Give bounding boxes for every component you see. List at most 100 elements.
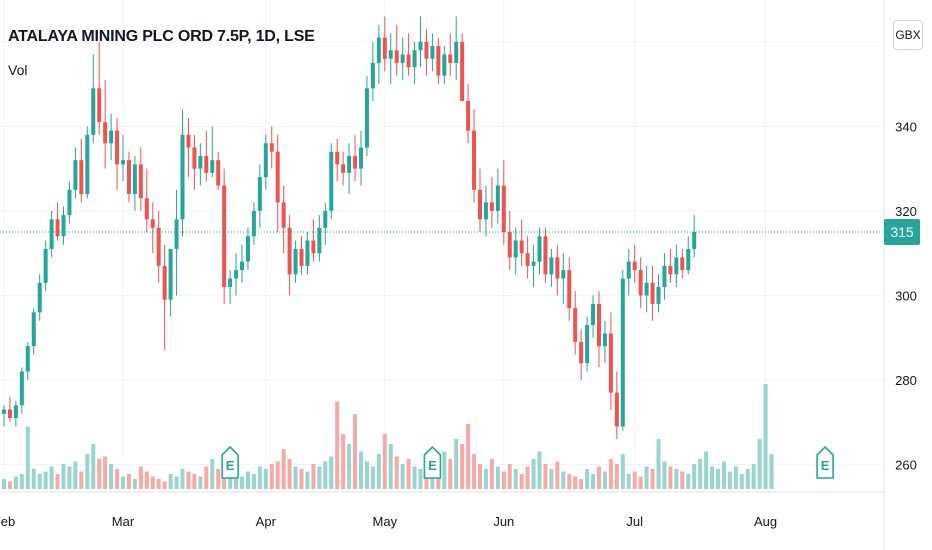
candle	[281, 185, 286, 254]
date-tick-label: Feb	[0, 514, 15, 529]
volume-bar	[733, 466, 738, 489]
currency-button[interactable]: GBX	[893, 20, 923, 50]
volume-bar	[138, 466, 143, 489]
candle	[549, 248, 554, 287]
volume-bar	[400, 464, 405, 489]
volume-bar	[13, 476, 18, 489]
earnings-flag	[423, 445, 442, 479]
candle	[364, 75, 369, 156]
candle	[162, 244, 167, 351]
candle-body	[597, 303, 601, 347]
candle	[109, 113, 114, 161]
candle-body	[7, 409, 12, 419]
earnings-flag	[221, 445, 239, 479]
candle-body	[585, 325, 590, 364]
volume-bar	[454, 439, 459, 489]
volume-bar	[317, 466, 322, 489]
volume-bar	[121, 476, 125, 489]
volume-bar	[626, 474, 631, 489]
volume-bar	[448, 459, 453, 489]
volume-bar	[710, 466, 715, 489]
candle	[359, 130, 363, 186]
volume-bar	[364, 461, 369, 489]
volume-bar	[739, 474, 744, 489]
candle-body	[49, 219, 54, 249]
earnings-label: E	[226, 458, 235, 473]
candle	[632, 244, 637, 283]
candle-body	[507, 232, 512, 258]
volume-bar	[61, 464, 66, 489]
candle	[507, 210, 512, 271]
volume-bar	[608, 459, 613, 489]
price-axis[interactable]: 260280300320340360	[895, 35, 917, 473]
candle-body	[228, 278, 233, 287]
candle-body	[216, 160, 221, 186]
candle-body	[442, 54, 447, 76]
volume-bar	[668, 466, 673, 489]
candle-body	[561, 270, 566, 279]
candle	[198, 143, 203, 186]
candle-body	[204, 155, 209, 173]
volume-bar	[662, 461, 667, 489]
volume-bar	[329, 456, 334, 489]
time-axis[interactable]: Feb Mar Apr May Jun Jul Aug	[0, 514, 777, 529]
candle	[478, 168, 482, 233]
earnings-marker[interactable]: E	[816, 445, 834, 479]
candle-body	[382, 37, 387, 59]
volume-bar	[311, 464, 316, 489]
candle	[472, 109, 477, 203]
volume-bar	[406, 459, 411, 489]
volume-indicator-label[interactable]: Vol	[8, 62, 28, 78]
candle-body	[454, 41, 459, 63]
volume-bars	[2, 384, 774, 489]
earnings-marker[interactable]: E	[221, 445, 239, 479]
volume-bar	[85, 454, 90, 489]
candle	[317, 215, 322, 262]
candle-body	[156, 227, 161, 266]
candle-body	[501, 185, 506, 233]
volume-bar	[495, 466, 500, 489]
earnings-marker[interactable]: E	[423, 445, 442, 479]
volume-bar	[704, 451, 709, 489]
volume-bar	[769, 454, 774, 489]
volume-bar	[198, 476, 203, 489]
candle-body	[478, 189, 482, 220]
candle-body	[103, 122, 108, 144]
volume-bar	[210, 459, 215, 489]
candle-body	[406, 54, 411, 68]
candle-body	[251, 210, 256, 237]
candle-body	[602, 333, 607, 347]
earnings-flag	[816, 445, 834, 479]
volume-bar	[519, 474, 524, 489]
volume-bar	[275, 461, 280, 489]
candle	[61, 206, 66, 245]
candle	[174, 189, 179, 296]
candle-body	[525, 253, 530, 266]
volume-bar	[19, 474, 24, 489]
volume-bar	[323, 461, 328, 489]
candle-body	[281, 202, 286, 228]
candle-body	[85, 134, 90, 194]
volume-bar	[43, 471, 48, 489]
candle	[668, 248, 673, 283]
volume-bar	[341, 434, 346, 489]
candle	[121, 134, 125, 182]
volume-bar	[614, 464, 619, 489]
candle-body	[608, 333, 613, 393]
candle-body	[2, 409, 6, 414]
candle	[436, 37, 441, 85]
candle	[73, 147, 78, 199]
volume-bar	[727, 471, 732, 489]
candle	[680, 248, 685, 279]
volume-bar	[126, 474, 131, 489]
candle	[257, 164, 262, 228]
volume-bar	[388, 444, 393, 489]
volume-bar	[79, 471, 84, 489]
candle	[222, 168, 227, 304]
candle	[394, 24, 399, 76]
volume-bar	[186, 471, 191, 489]
candle-body	[97, 88, 102, 123]
candle	[537, 227, 542, 275]
candle	[43, 240, 48, 292]
